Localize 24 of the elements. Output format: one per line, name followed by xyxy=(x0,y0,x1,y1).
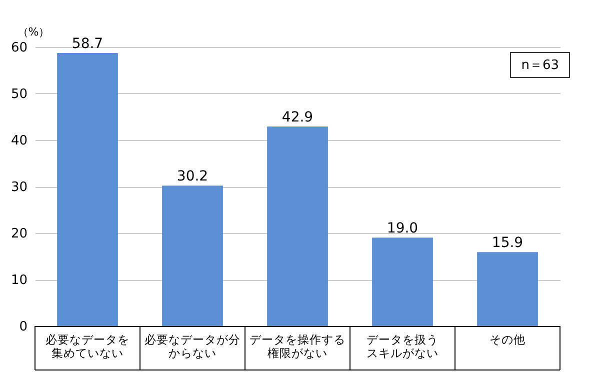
x-tick-label: 必要なデータを集めていない xyxy=(46,332,130,360)
x-tick-label: データを扱うスキルがない xyxy=(366,332,438,360)
y-tick-label: 20 xyxy=(10,226,28,242)
y-tick-label: 30 xyxy=(10,180,28,195)
x-tick-label: データを操作する権限がない xyxy=(250,332,346,360)
y-tick-label: 60 xyxy=(10,40,28,56)
y-tick-label: 0 xyxy=(19,320,28,334)
bar xyxy=(57,53,118,326)
y-tick-label: 10 xyxy=(10,273,28,288)
y-tick-label: 50 xyxy=(10,87,28,102)
data-label: 19.0 xyxy=(386,220,418,237)
bar xyxy=(267,126,328,326)
bar xyxy=(162,186,223,326)
data-label: 30.2 xyxy=(176,168,208,185)
annotation: n＝63 xyxy=(510,52,570,78)
y-axis-title: （%） xyxy=(17,26,50,38)
data-label: 15.9 xyxy=(492,235,524,252)
bar xyxy=(477,252,538,326)
x-tick-label: その他 xyxy=(490,332,526,346)
data-label: 42.9 xyxy=(282,110,314,126)
x-tick-label: 必要なデータが分からない xyxy=(144,332,240,360)
data-label: 58.7 xyxy=(72,36,104,52)
bar xyxy=(372,238,433,326)
y-tick-label: 40 xyxy=(10,134,28,148)
